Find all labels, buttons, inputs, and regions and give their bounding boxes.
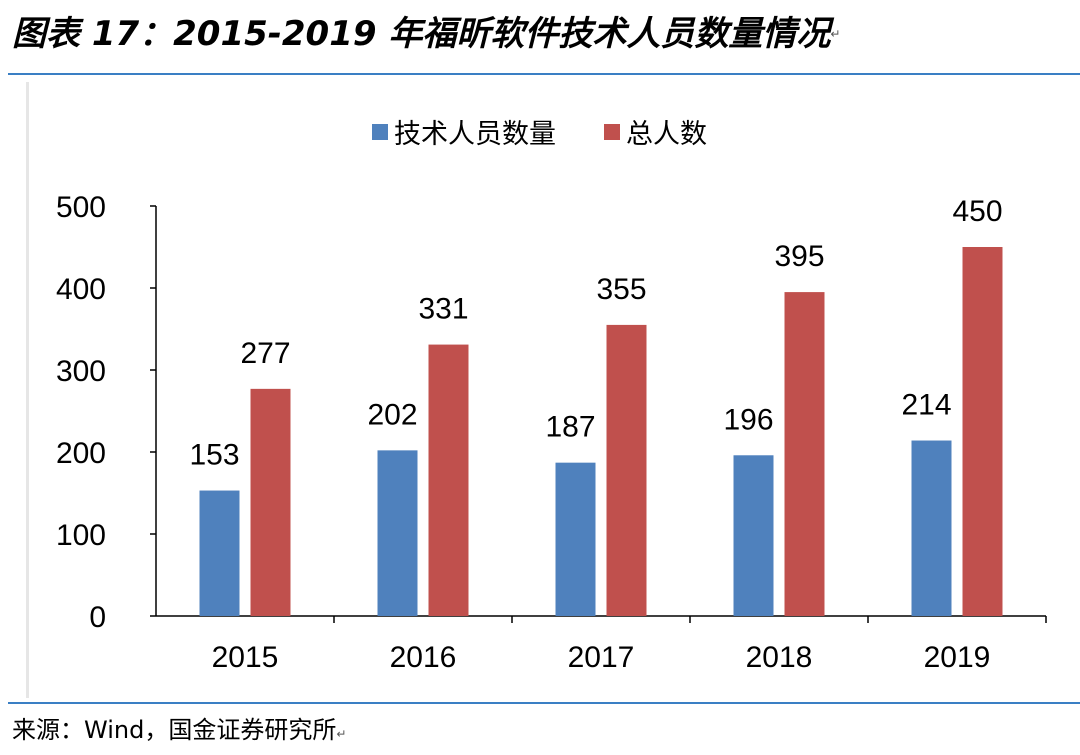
legend-label: 总人数 <box>626 119 707 150</box>
bars <box>199 247 1003 616</box>
left-border <box>26 82 29 698</box>
legend-label: 技术人员数量 <box>394 119 556 150</box>
data-label: 355 <box>596 273 646 306</box>
y-tick-label: 500 <box>56 191 106 224</box>
data-label: 153 <box>189 439 239 472</box>
data-label: 395 <box>774 240 824 273</box>
x-tick-label: 2017 <box>568 641 635 674</box>
bottom-rule <box>8 702 1080 704</box>
top-rule <box>8 73 1080 75</box>
y-tick-label: 300 <box>56 355 106 388</box>
y-axis-ticks: 0 100 200 300 400 500 <box>56 191 106 634</box>
legend: 技术人员数量 总人数 <box>372 119 707 150</box>
bar-total-staff-2017 <box>606 324 647 616</box>
bar-tech-staff-2017 <box>555 462 596 616</box>
chart-title-text: 图表 17：2015-2019 年福昕软件技术人员数量情况 <box>12 14 831 54</box>
paragraph-mark: ↵ <box>336 727 347 741</box>
chart-title: 图表 17：2015-2019 年福昕软件技术人员数量情况↵ <box>12 8 840 60</box>
bar-tech-staff-2018 <box>733 455 774 616</box>
data-label: 331 <box>418 293 468 326</box>
bar-tech-staff-2015 <box>199 490 240 616</box>
bar-total-staff-2019 <box>962 247 1003 616</box>
x-tick-label: 2016 <box>390 641 457 674</box>
source-note: 来源：Wind，国金证券研究所↵ <box>12 712 346 748</box>
y-tick-label: 400 <box>56 273 106 306</box>
bar-tech-staff-2019 <box>911 440 952 616</box>
data-label: 277 <box>240 337 290 370</box>
data-labels: 153 277 202 331 187 355 196 395 214 450 <box>189 195 1002 472</box>
bar-total-staff-2018 <box>784 292 825 616</box>
data-label: 196 <box>723 403 773 436</box>
bar-total-staff-2016 <box>428 344 469 616</box>
data-label: 187 <box>545 411 595 444</box>
x-tick-label: 2015 <box>212 641 279 674</box>
bar-total-staff-2015 <box>250 388 291 616</box>
bar-tech-staff-2016 <box>377 450 418 616</box>
x-axis-ticks: 2015 2016 2017 2018 2019 <box>212 641 991 674</box>
data-label: 202 <box>367 398 417 431</box>
y-tick-label: 200 <box>56 437 106 470</box>
x-tick-label: 2018 <box>746 641 813 674</box>
source-text: 来源：Wind，国金证券研究所 <box>12 716 337 744</box>
paragraph-mark: ↵ <box>830 27 841 41</box>
axes <box>150 205 1047 623</box>
y-tick-label: 100 <box>56 519 106 552</box>
legend-swatch <box>604 124 620 140</box>
data-label: 450 <box>952 195 1002 228</box>
x-tick-label: 2019 <box>924 641 991 674</box>
legend-swatch <box>372 124 388 140</box>
y-tick-label: 0 <box>89 601 106 634</box>
data-label: 214 <box>901 389 951 422</box>
